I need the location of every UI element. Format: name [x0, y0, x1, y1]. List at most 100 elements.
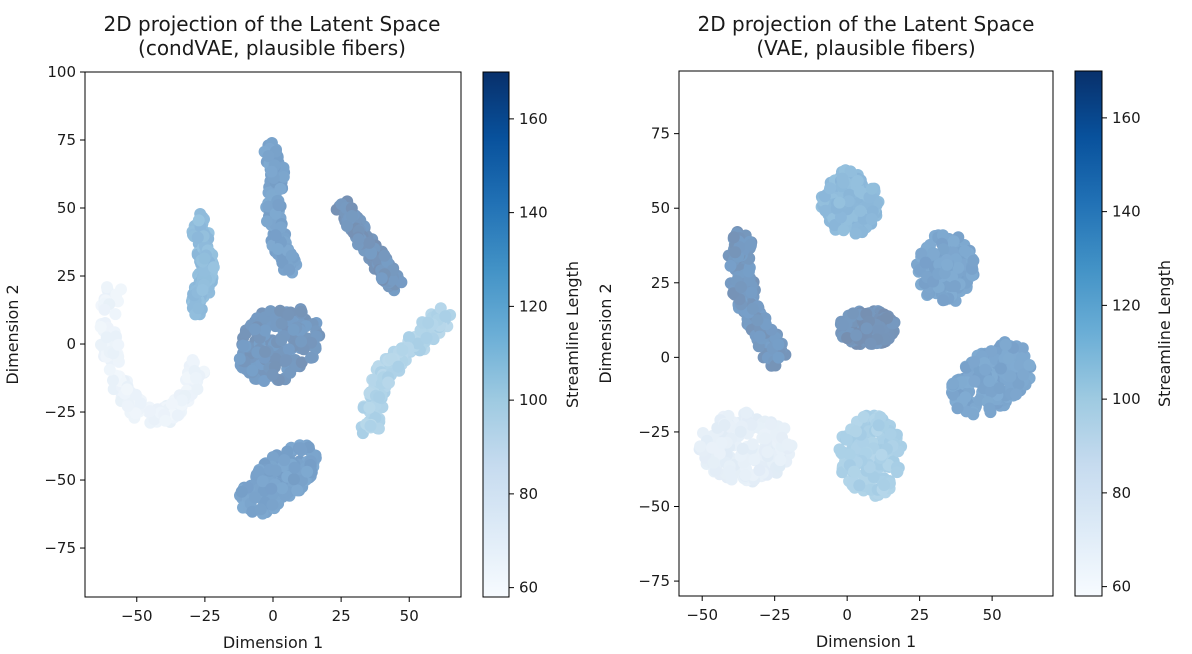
- scatter-point: [891, 466, 903, 479]
- scatter-point: [948, 280, 961, 293]
- scatter-point: [271, 243, 284, 255]
- scatter-point: [919, 256, 932, 269]
- scatter-point: [252, 465, 265, 478]
- scatter-point: [715, 437, 728, 449]
- scatter-point: [781, 438, 794, 451]
- scatter-point: [278, 454, 291, 467]
- scatter-point: [865, 182, 878, 195]
- scatter-point: [724, 259, 737, 272]
- scatter-point: [385, 353, 398, 365]
- scatter-point: [947, 377, 959, 390]
- scatter-point: [1016, 342, 1029, 355]
- scatter-point: [261, 215, 273, 228]
- scatter-point: [927, 248, 940, 261]
- scatter-point: [191, 383, 204, 396]
- scatter-point: [844, 165, 857, 178]
- scatter-point: [262, 200, 275, 213]
- scatter-point: [249, 323, 261, 336]
- scatter-point: [98, 303, 111, 316]
- scatter-point: [967, 254, 980, 267]
- cluster-right-lower-blob: [946, 336, 1037, 421]
- scatter-point: [718, 419, 731, 432]
- scatter-point: [375, 272, 388, 285]
- scatter-point: [1002, 352, 1015, 365]
- scatter-point: [742, 265, 755, 278]
- scatter-point: [778, 422, 791, 435]
- scatter-point: [274, 182, 287, 195]
- scatter-point: [745, 418, 758, 431]
- colorbar-tick-label: 80: [1112, 484, 1131, 502]
- scatter-point: [727, 231, 740, 244]
- scatter-point: [743, 274, 756, 287]
- y-tick-label: 75: [57, 131, 76, 149]
- colorbar-label: Streamline Length: [1155, 260, 1174, 407]
- scatter-point: [999, 338, 1012, 351]
- scatter-point: [396, 344, 409, 357]
- x-tick-label: −25: [759, 606, 791, 624]
- scatter-point: [269, 464, 282, 477]
- scatter-point: [258, 375, 271, 387]
- scatter-point: [249, 491, 261, 504]
- scatter-point: [753, 330, 766, 343]
- scatter-point: [841, 332, 854, 344]
- scatter-point: [881, 312, 894, 325]
- scatter-point: [850, 329, 863, 342]
- scatter-point: [272, 199, 285, 212]
- scatter-point: [420, 332, 433, 344]
- scatter-point: [706, 441, 718, 454]
- scatter-point: [262, 150, 275, 163]
- scatter-point: [265, 482, 278, 495]
- cluster-left-blob: [722, 226, 792, 372]
- scatter-point: [1017, 368, 1030, 381]
- colorbar-tick-label: 120: [1112, 296, 1141, 314]
- scatter-point: [275, 334, 288, 347]
- scatter-point: [979, 363, 992, 376]
- colorbar-tick-label: 140: [519, 204, 548, 222]
- scatter-point: [207, 261, 220, 274]
- scatter-point: [101, 281, 113, 294]
- scatter-point: [694, 440, 707, 453]
- y-tick-label: −25: [44, 403, 76, 421]
- scatter-point: [192, 214, 205, 227]
- scatter-point: [110, 288, 123, 301]
- colorbar-tick-label: 120: [519, 297, 548, 315]
- scatter-point: [993, 382, 1006, 395]
- scatter-point: [864, 337, 877, 350]
- scatter-point: [729, 246, 742, 259]
- scatter-point: [853, 479, 866, 492]
- scatter-point: [840, 433, 853, 446]
- scatter-point: [959, 391, 972, 404]
- colorbar: 60 80 100 120 140 160 Streamline Length: [1074, 70, 1174, 597]
- scatter-point: [872, 419, 885, 432]
- scatter-point: [352, 233, 365, 246]
- y-tick-label: 75: [651, 125, 670, 143]
- colorbar-tick-label: 160: [1112, 109, 1141, 127]
- scatter-point: [165, 397, 178, 410]
- scatter-points: [693, 164, 1037, 502]
- scatter-point: [837, 224, 850, 237]
- colorbar-tick-label: 160: [519, 110, 548, 128]
- scatter-point: [285, 249, 298, 262]
- scatter-point: [341, 220, 353, 232]
- scatter-point: [947, 235, 960, 248]
- scatter-point: [266, 451, 279, 464]
- scatter-point: [112, 338, 125, 351]
- cluster-center-blob: [834, 305, 901, 350]
- colorbar-tick-label: 80: [519, 485, 538, 503]
- y-tick-label: −75: [638, 572, 670, 590]
- colorbar-gradient: [1075, 71, 1102, 596]
- scatter-point: [171, 409, 184, 422]
- scatter-point: [833, 196, 846, 209]
- right-chart-panel: 2D projection of the Latent Space (VAE, p…: [596, 12, 1174, 651]
- scatter-point: [851, 175, 864, 187]
- scatter-point: [100, 331, 113, 344]
- scatter-point: [850, 425, 862, 438]
- scatter-point: [256, 475, 269, 488]
- x-axis-label: Dimension 1: [816, 632, 916, 651]
- scatter-point: [275, 317, 288, 330]
- scatter-point: [937, 243, 950, 256]
- x-tick-label: 50: [400, 607, 419, 625]
- cluster-right-strip: [355, 302, 457, 440]
- scatter-point: [235, 485, 248, 498]
